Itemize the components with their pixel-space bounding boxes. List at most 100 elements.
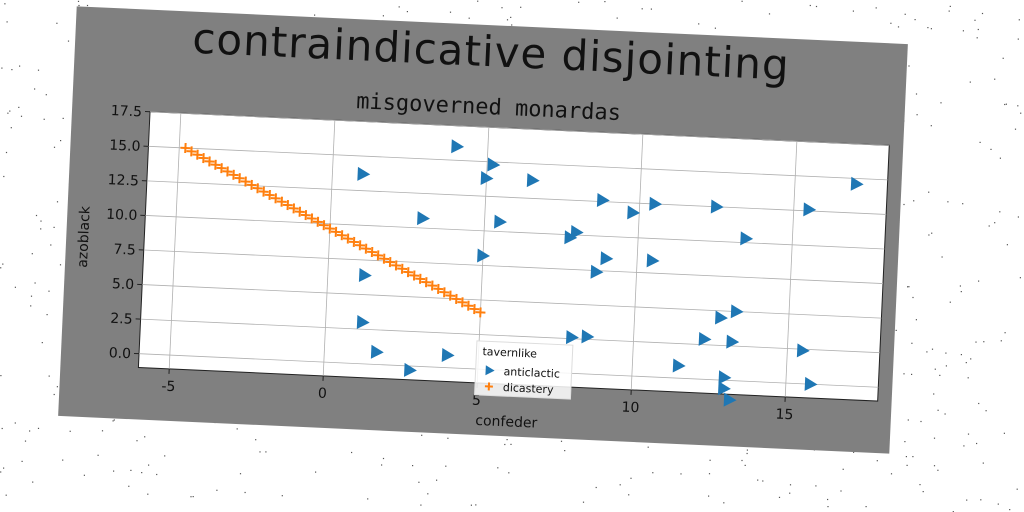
y-tick-label: 10.0 <box>106 207 138 224</box>
anticlactic-point <box>564 230 578 245</box>
anticlactic-point <box>356 315 370 330</box>
anticlactic-point <box>730 304 744 319</box>
dicastery-point <box>204 156 215 167</box>
anticlactic-point <box>480 171 494 186</box>
anticlactic-point <box>796 343 810 358</box>
legend-label-anticlactic: anticlactic <box>503 365 560 381</box>
y-tick-label: 15.0 <box>109 138 141 155</box>
anticlactic-point <box>403 362 417 377</box>
dicastery-point <box>240 176 251 187</box>
anticlactic-point <box>358 268 372 283</box>
anticlactic-point <box>710 199 724 214</box>
dicastery-point <box>421 277 432 288</box>
anticlactic-point <box>698 331 712 346</box>
dicastery-point <box>403 267 414 278</box>
y-gridline <box>146 180 887 215</box>
dicastery-point <box>210 159 221 170</box>
dicastery-point <box>439 287 450 298</box>
dicastery-point <box>276 196 287 207</box>
anticlactic-point <box>718 370 732 385</box>
dicastery-point <box>433 283 444 294</box>
dicastery-point <box>198 153 209 164</box>
anticlactic-point <box>441 347 455 362</box>
x-tick-label: 10 <box>621 399 640 416</box>
legend-label-dicastery: dicastery <box>503 381 555 396</box>
dicastery-point <box>192 149 203 160</box>
anticlactic-point <box>726 334 740 349</box>
anticlactic-point <box>740 231 754 246</box>
anticlactic-point <box>487 157 501 172</box>
dicastery-point <box>373 250 384 261</box>
dicastery-point <box>306 213 317 224</box>
anticlactic-point <box>477 248 490 263</box>
anticlactic-point <box>370 344 384 359</box>
x-tick-label: 15 <box>775 406 794 423</box>
dicastery-point <box>354 240 366 251</box>
dicastery-point <box>475 307 486 318</box>
dicastery-point <box>336 230 347 241</box>
dicastery-point <box>324 223 335 234</box>
anticlactic-point <box>565 330 579 345</box>
legend-marker-dicastery <box>484 382 493 391</box>
legend-box <box>473 340 574 400</box>
dicastery-point <box>445 290 456 301</box>
x-gridline <box>784 141 798 397</box>
y-gridline <box>148 145 888 181</box>
dicastery-point <box>451 293 462 305</box>
y-tick-label: 17.5 <box>110 103 142 120</box>
dicastery-point <box>180 142 191 154</box>
anticlactic-point <box>596 192 610 207</box>
anticlactic-point <box>357 166 371 181</box>
anticlactic-point <box>723 392 737 407</box>
anticlactic-point <box>803 202 817 217</box>
anticlactic-point <box>590 264 604 279</box>
dicastery-point <box>469 304 480 315</box>
anticlactic-point <box>581 329 595 344</box>
anticlactic-point <box>649 196 663 211</box>
dicastery-point <box>457 297 468 308</box>
dicastery-point <box>397 263 408 274</box>
dicastery-point <box>342 233 354 244</box>
anticlactic-point <box>417 211 430 226</box>
dicastery-point <box>288 203 299 214</box>
x-axis-label: confeder <box>475 413 538 432</box>
y-axis-label: azoblack <box>75 205 94 268</box>
dicastery-point <box>186 146 197 157</box>
x-gridline <box>322 120 336 376</box>
x-tick-label: -5 <box>161 379 176 396</box>
x-tick-label: 5 <box>472 393 482 409</box>
dicastery-point <box>312 216 323 227</box>
anticlactic-point <box>600 251 614 266</box>
dicastery-point <box>252 183 263 194</box>
anticlactic-point <box>715 310 728 325</box>
y-gridline <box>150 111 890 146</box>
y-tick-label: 7.5 <box>113 242 136 259</box>
anticlactic-point <box>672 358 686 373</box>
dicastery-point <box>258 186 269 197</box>
dicastery-point <box>234 173 245 184</box>
x-gridline <box>168 113 182 369</box>
dicastery-point <box>216 163 227 174</box>
y-gridline <box>142 284 882 319</box>
dicastery-point <box>270 193 281 204</box>
legend-title: tavernlike <box>482 345 537 360</box>
dicastery-point <box>318 220 329 231</box>
y-gridline <box>143 249 883 284</box>
x-gridline <box>630 134 644 390</box>
dicastery-point <box>246 179 257 190</box>
dicastery-point <box>264 189 275 201</box>
y-tick-label: 0.0 <box>108 345 131 362</box>
dicastery-point <box>228 169 239 180</box>
dicastery-point <box>415 273 426 284</box>
anticlactic-point <box>646 253 660 268</box>
y-tick-label: 5.0 <box>112 276 135 293</box>
dicastery-point <box>385 257 396 268</box>
anticlactic-point <box>451 139 465 154</box>
dicastery-point <box>294 206 305 217</box>
dicastery-point <box>367 246 378 258</box>
anticlactic-point <box>526 173 540 188</box>
chart-figure: contraindicative disjointing misgoverned… <box>58 6 908 454</box>
y-tick-label: 2.5 <box>110 311 133 328</box>
anticlactic-point <box>494 214 507 229</box>
dicastery-point <box>330 226 341 237</box>
